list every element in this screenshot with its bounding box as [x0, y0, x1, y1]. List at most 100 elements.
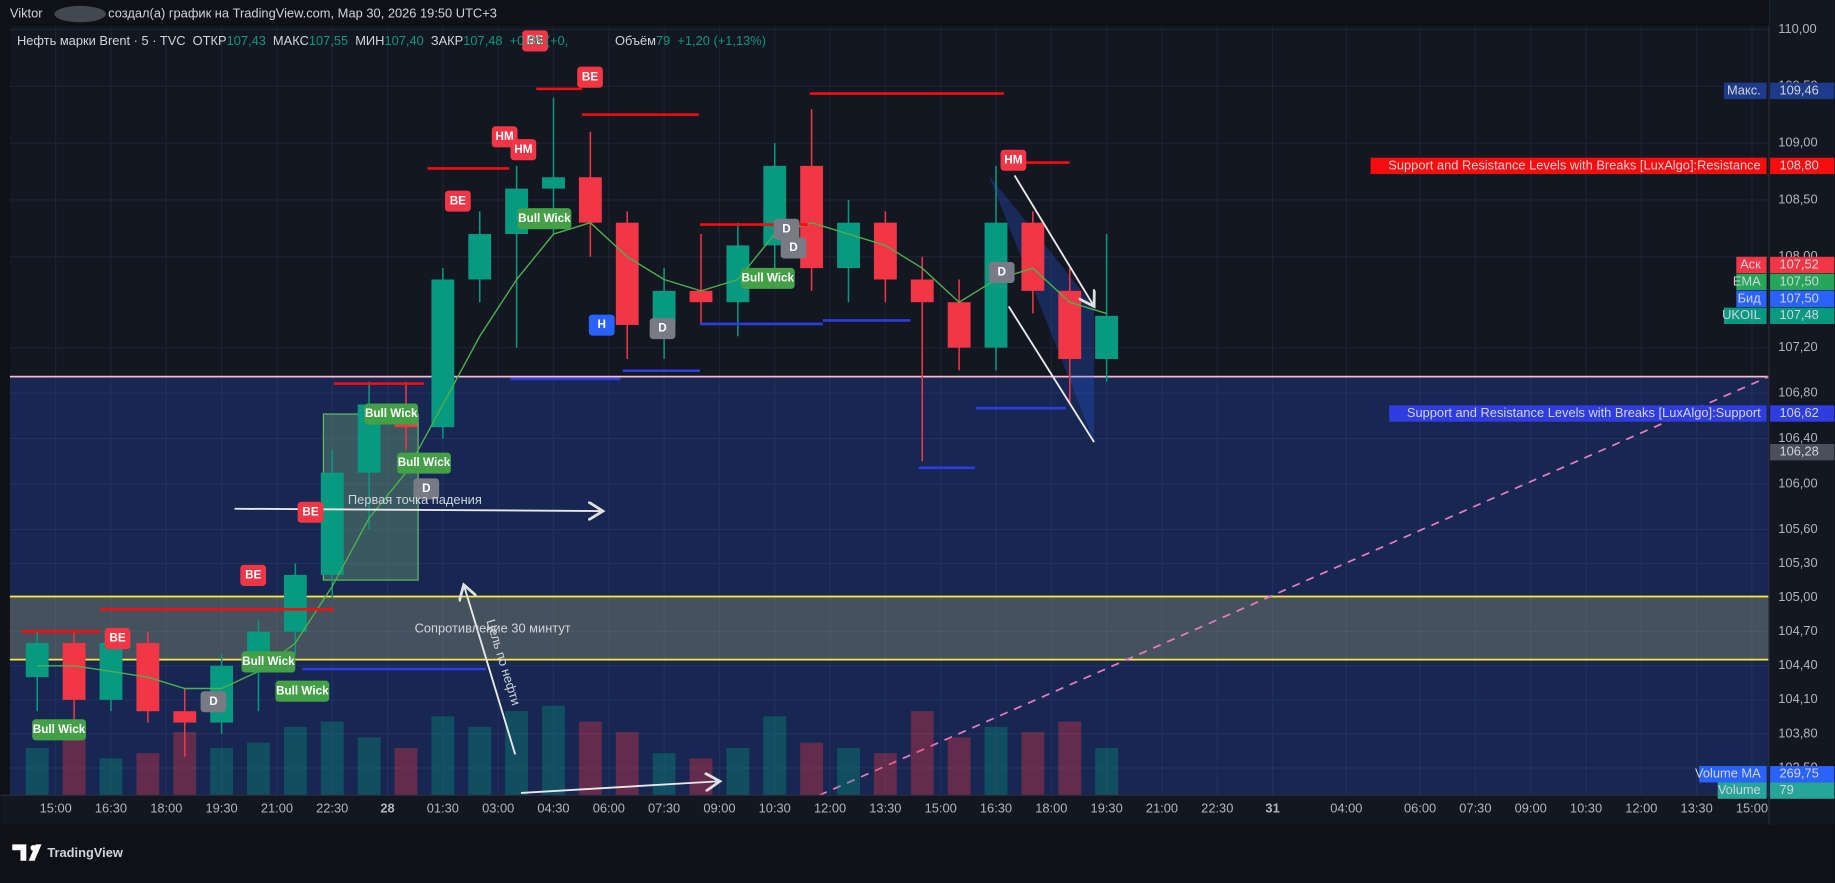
badge: Bull Wick: [398, 456, 451, 469]
badge-bg: [241, 651, 296, 673]
candle-body: [173, 711, 197, 723]
badge: Bull Wick: [242, 655, 295, 668]
y-tick-label: 105,00: [1778, 589, 1817, 604]
candle-body: [873, 222, 897, 280]
x-tick-label: 04:00: [1330, 801, 1362, 816]
badge: HM: [514, 143, 532, 156]
x-tick-label: 07:30: [648, 801, 680, 816]
badge: Bull Wick: [365, 407, 418, 420]
x-tick-label: 22:30: [316, 801, 348, 816]
price-label-bg: [1370, 157, 1767, 175]
badge: HM: [1004, 153, 1022, 166]
volume-bar: [468, 726, 492, 796]
y-tick-label: 105,60: [1778, 521, 1817, 536]
legend-item: ЗАКР: [431, 33, 463, 48]
price-label: [1770, 766, 1835, 783]
legend: Нефть марки Brent · 5 · TVC ОТКР107,43 МАК…: [17, 33, 766, 48]
y-tick-label: 103,80: [1778, 725, 1817, 740]
price-label-value: 107,50: [1779, 290, 1818, 305]
badge: Bull Wick: [33, 723, 86, 736]
badge-bg: [397, 452, 451, 474]
candle-body: [1021, 222, 1045, 291]
price-label: [1770, 782, 1835, 799]
volume-bar: [910, 711, 934, 796]
author: Viktor: [10, 5, 43, 20]
x-tick-label: 01:30: [427, 801, 459, 816]
badge-bg: [1000, 149, 1027, 171]
arrows: [234, 174, 1094, 794]
badge: BE: [527, 34, 543, 47]
volume-bar: [1021, 732, 1045, 796]
badge: D: [422, 482, 430, 495]
badge-bg: [649, 318, 676, 340]
badge-bg: [364, 403, 419, 425]
volume-bar: [689, 758, 713, 796]
x-tick-label: 13:30: [1681, 801, 1713, 816]
x-tick-label: 15:00: [925, 801, 957, 816]
price-label-bg: [1723, 307, 1767, 325]
badge-bg: [988, 261, 1015, 284]
badge-bg: [297, 501, 324, 523]
volume-bar: [984, 726, 1008, 796]
price-label-name: Бид: [1738, 290, 1762, 305]
price-label-value: 79: [1779, 782, 1793, 797]
price-label-value: 269,75: [1779, 766, 1818, 781]
x-tick-label: 09:00: [703, 801, 735, 816]
x-tick-label: 15:00: [40, 801, 72, 816]
price-label-bg: [1736, 256, 1767, 274]
candle-body: [947, 302, 971, 348]
legend-item: МАКС: [273, 33, 309, 48]
volume-bar: [320, 721, 344, 796]
volume-bar: [542, 705, 565, 796]
x-tick-label: 10:30: [759, 801, 791, 816]
price-label: [1770, 290, 1835, 308]
price-label-name: Volume MA: [1695, 766, 1761, 781]
legend-item: 107,48: [463, 33, 502, 48]
trend-line: [818, 375, 1770, 797]
price-label: [1770, 273, 1835, 291]
x-tick-label: 19:30: [206, 801, 238, 816]
badge: BE: [109, 632, 125, 645]
blur: [54, 5, 106, 23]
candle-body: [652, 290, 676, 325]
legend-item: 79: [656, 33, 670, 48]
badge-bg: [773, 218, 800, 240]
price-label-bg: [1699, 766, 1767, 783]
badge: D: [658, 322, 666, 335]
badge-bg: [104, 628, 131, 650]
price-label-bg: [1723, 82, 1767, 100]
x-tick-label: 21:00: [1146, 801, 1178, 816]
volume-bar: [173, 732, 197, 796]
badge-bg: [522, 30, 548, 52]
badge-bg: [413, 478, 440, 500]
legend-item: +1,20 (+1,13%): [677, 33, 766, 48]
price-label-bg: [1389, 405, 1767, 422]
y-tick-label: 107,20: [1778, 339, 1817, 354]
volume-bar: [873, 753, 897, 796]
volume-bar: [62, 737, 86, 796]
volume-bar: [431, 716, 455, 796]
price-label-name: Макс.: [1727, 82, 1761, 97]
badge-bg: [32, 719, 86, 741]
x-tick-label: 31: [1265, 801, 1279, 816]
price-label-value: 106,62: [1779, 405, 1818, 420]
volume-bar: [136, 753, 160, 796]
volume-bar: [210, 747, 234, 796]
candle-body: [320, 472, 344, 575]
badge: Bull Wick: [742, 271, 795, 284]
legend-item: 107,43: [227, 33, 266, 48]
price-label-name: UKOIL: [1722, 307, 1761, 322]
candle-body: [837, 222, 860, 269]
volume-bar: [800, 742, 824, 796]
y-tick-label: 104,40: [1778, 657, 1817, 672]
x-tick-label: 19:30: [1091, 801, 1123, 816]
price-label: [1770, 307, 1835, 325]
price-label-name: Support and Resistance Levels with Break…: [1407, 405, 1761, 420]
price-label-value: 108,80: [1779, 157, 1818, 172]
candle-body: [1095, 315, 1119, 360]
badge: D: [209, 695, 217, 708]
volume-bar: [247, 742, 270, 796]
badge-bg: [445, 190, 471, 212]
